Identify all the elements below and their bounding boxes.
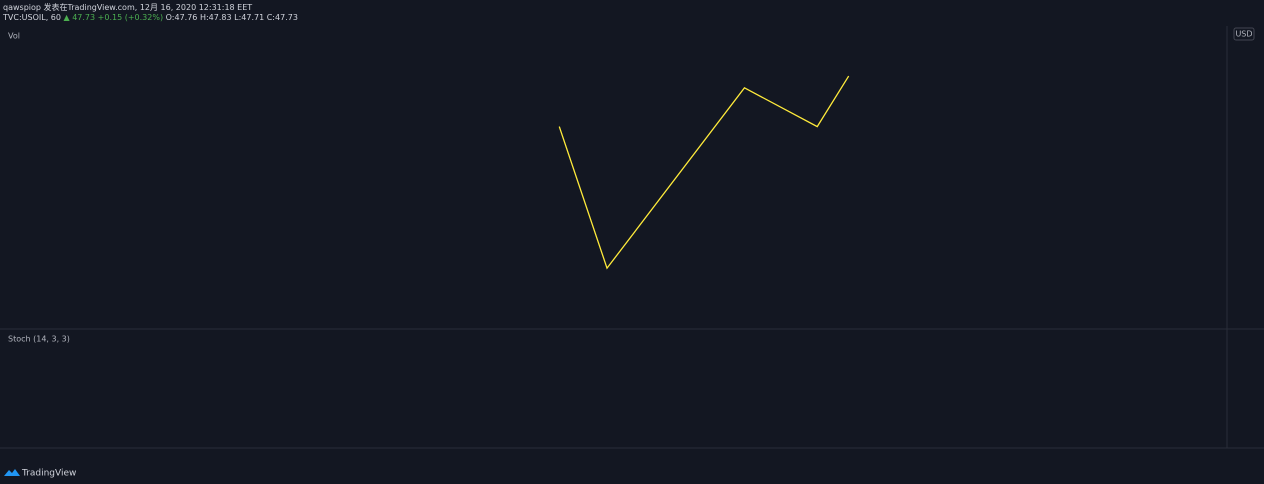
low: L:47.71 [234,13,265,22]
last: 47.73 [72,13,96,22]
stoch-title: Stoch (14, 3, 3) [8,335,70,344]
drawing[interactable] [558,75,850,270]
currency[interactable]: USD [1235,30,1252,39]
volume-title: Vol [8,32,20,41]
close: C:47.73 [266,13,298,22]
currency-box[interactable] [1233,27,1255,41]
change: +0.15 (+0.32%) [97,13,164,22]
brand: TradingView [21,469,76,479]
open: O:47.76 [165,13,198,22]
symbol: TVC:USOIL, 60 [3,13,61,22]
header-line2: TVC:USOIL, 60 ▲ 47.73 +0.15 (+0.32%) O:4… [3,13,298,22]
brand-logo [4,469,20,476]
arrow: ▲ [63,13,70,22]
high: H:47.83 [199,13,232,22]
author: qawspiop 发表在TradingView.com, 12月 16, 202… [3,3,253,12]
header-line1: qawspiop 发表在TradingView.com, 12月 16, 202… [3,2,252,13]
